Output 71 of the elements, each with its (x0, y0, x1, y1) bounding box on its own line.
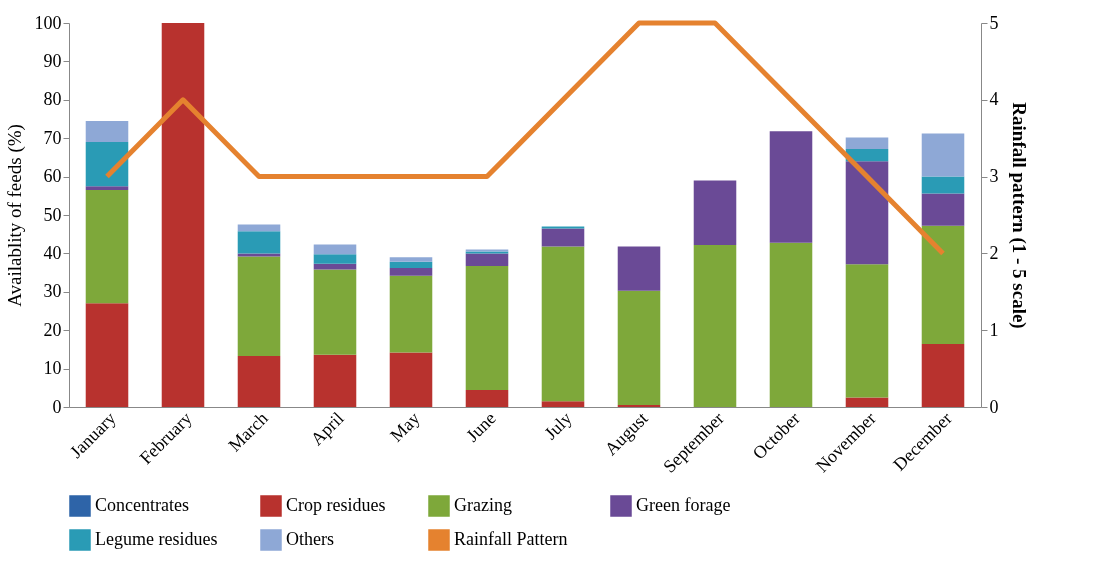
bar (693, 244, 737, 407)
bar (845, 397, 889, 407)
y-tick-label: 0 (52, 396, 62, 417)
bar (237, 256, 281, 356)
bar (465, 390, 509, 407)
bar (313, 244, 357, 255)
y2-tick-label: 0 (989, 396, 999, 417)
bar (541, 401, 585, 407)
bar (237, 224, 281, 232)
legend-label: Green forage (636, 495, 731, 515)
legend-label: Rainfall Pattern (454, 529, 568, 549)
bar (541, 228, 585, 247)
bar (389, 267, 433, 276)
bar (389, 261, 433, 268)
y-tick-label: 30 (43, 281, 62, 302)
bar (389, 352, 433, 407)
y2-tick-label: 3 (989, 166, 999, 187)
legend-label: Grazing (454, 495, 512, 515)
y-axis-title: Availablity of feeds (%) (3, 124, 26, 307)
bar (389, 257, 433, 262)
bar (85, 120, 129, 143)
bar (921, 133, 965, 177)
x-tick-label: July (540, 408, 576, 444)
bar (617, 246, 661, 291)
bar (313, 254, 357, 264)
y2-tick-label: 1 (989, 319, 999, 340)
y-tick-label: 50 (43, 204, 62, 225)
y-tick-label: 80 (43, 89, 62, 110)
bar (769, 242, 813, 407)
bar (921, 225, 965, 345)
bar (85, 303, 129, 407)
bar (845, 161, 889, 265)
y-tick-label: 20 (43, 319, 62, 340)
bar (617, 290, 661, 406)
y-tick-label: 10 (43, 358, 62, 379)
bar (161, 23, 205, 407)
bar (693, 180, 737, 245)
legend-label: Concentrates (95, 495, 189, 515)
bar (85, 190, 129, 304)
bar (313, 354, 357, 407)
y-tick-label: 100 (34, 12, 62, 33)
bar (541, 246, 585, 402)
y2-tick-label: 2 (989, 242, 999, 263)
y-tick-label: 90 (43, 50, 62, 71)
bar (465, 266, 509, 391)
x-tick-label: June (462, 408, 500, 446)
y-tick-label: 40 (43, 242, 62, 263)
bar (237, 253, 281, 257)
bar (237, 355, 281, 407)
bar (237, 231, 281, 254)
bar (465, 253, 509, 267)
bar (921, 193, 965, 226)
y-tick-label: 70 (43, 127, 62, 148)
bar (845, 137, 889, 149)
legend-label: Crop residues (286, 495, 386, 515)
y2-axis-title: Rainfall pattern (1 - 5 scale) (1007, 102, 1030, 329)
bar (85, 142, 129, 187)
bar (313, 263, 357, 270)
y2-tick-label: 4 (989, 89, 999, 110)
y2-tick-label: 5 (989, 12, 999, 33)
bar (313, 269, 357, 355)
bar (921, 344, 965, 407)
bar (845, 264, 889, 398)
bar (769, 131, 813, 243)
bar (85, 186, 129, 191)
bar (389, 275, 433, 353)
legend-label: Legume residues (95, 529, 218, 549)
bar (921, 176, 965, 194)
legend-label: Others (286, 529, 334, 549)
x-tick-label: May (386, 408, 424, 446)
y-tick-label: 60 (43, 166, 62, 187)
